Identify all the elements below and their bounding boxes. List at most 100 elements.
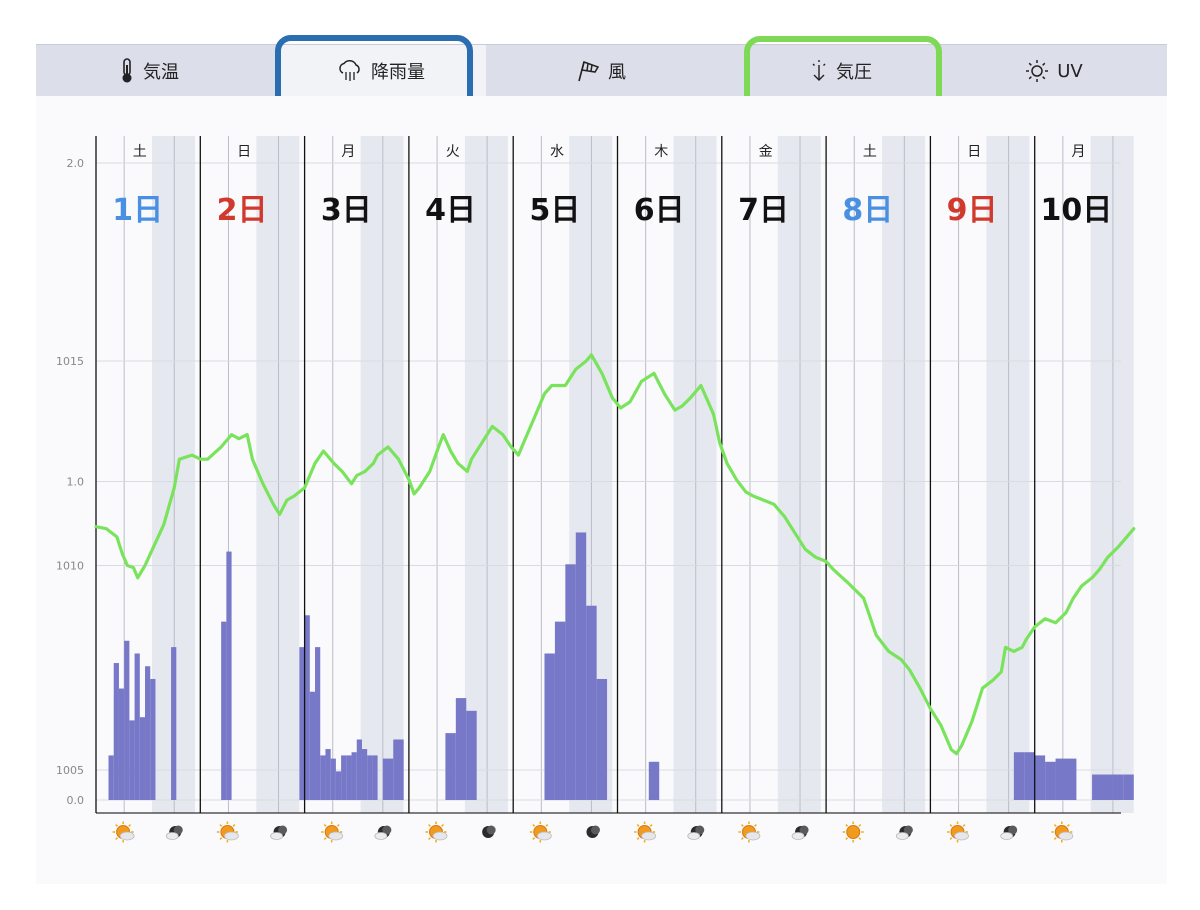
rain-bar	[596, 678, 608, 800]
weekday-label: 土	[863, 144, 877, 160]
night-band	[360, 136, 404, 813]
moon-cloud-icon	[374, 825, 392, 840]
date-label: 8日	[842, 193, 893, 228]
sun-cloud-icon	[425, 821, 448, 843]
sun-disc	[846, 825, 861, 839]
weekday-label: 木	[654, 144, 668, 160]
cloud-shape	[374, 832, 388, 840]
rain-bar	[1092, 774, 1103, 800]
moon-shade	[695, 825, 705, 835]
cloud-shape	[791, 832, 805, 840]
moon-cloud-icon	[687, 825, 705, 840]
date-label: 3日	[321, 193, 372, 228]
cloud-shape	[328, 831, 344, 841]
sun-ray	[636, 837, 640, 840]
tab-temperature[interactable]: 気温	[36, 45, 262, 97]
tab-uv[interactable]: UV	[941, 45, 1167, 97]
rain-bar	[1013, 752, 1025, 800]
rain-bar	[145, 666, 151, 800]
sun-ray	[532, 837, 536, 840]
moon-cloud-icon	[895, 825, 913, 840]
night-band	[256, 136, 300, 813]
night-band	[673, 136, 717, 813]
rain-bar	[648, 761, 660, 800]
rain-bar	[309, 691, 316, 800]
weekday-label: 日	[237, 144, 251, 160]
rain-bar	[586, 605, 597, 800]
sun-ray	[740, 824, 744, 827]
weekday-label: 水	[550, 144, 564, 160]
sun-ray	[649, 824, 653, 827]
date-label: 10日	[1041, 193, 1113, 228]
pressure-tick-label: 1015	[56, 355, 84, 368]
moon-shade	[590, 825, 600, 835]
cloud-shape	[270, 832, 283, 840]
cloud-shape	[745, 831, 761, 841]
rain-bar	[382, 758, 394, 800]
tab-rainfall[interactable]: 降雨量	[276, 45, 486, 97]
tab-pressure-label: 気圧	[836, 62, 872, 83]
weekday-label: 火	[446, 144, 460, 160]
rain-bar	[554, 621, 566, 800]
night-band	[464, 136, 508, 813]
rain-bar	[367, 755, 373, 800]
rain-bar	[320, 755, 326, 800]
moon-shade	[173, 825, 183, 835]
pressure-arrow-icon	[810, 59, 828, 83]
cloud-shape	[432, 831, 448, 841]
moon-cloud-icon	[1000, 825, 1018, 840]
rain-bar	[1045, 761, 1056, 800]
weekday-label: 日	[967, 144, 981, 160]
sun-ray	[1053, 824, 1057, 827]
sun-cloud-icon	[321, 821, 344, 843]
rain-bar	[1055, 758, 1066, 800]
sun-ray	[754, 824, 757, 827]
sun-ray	[428, 824, 431, 827]
rain-bar	[1112, 774, 1124, 800]
rain-bar	[1123, 774, 1134, 800]
sun-ray	[323, 824, 327, 827]
rain-bar	[393, 739, 404, 800]
weekday-label: 土	[133, 144, 147, 160]
date-label: 4日	[425, 193, 476, 228]
cloud-shape	[536, 831, 552, 841]
sun-ray	[219, 837, 223, 840]
tab-wind[interactable]: 風	[488, 45, 714, 97]
sun-cloud-icon	[738, 821, 761, 843]
rain-bar	[351, 752, 357, 800]
sun-icon	[842, 821, 864, 843]
rain-bar	[124, 640, 130, 800]
rain-bar	[315, 647, 321, 800]
sun-cloud-icon	[112, 821, 135, 843]
moon-shade	[486, 825, 496, 835]
sun-ray	[858, 824, 862, 827]
rain-bar	[221, 621, 227, 800]
weekday-label: 金	[759, 144, 773, 160]
sun-ray	[532, 824, 536, 827]
rain-bar	[565, 564, 576, 800]
moon-cloud-icon	[270, 825, 288, 840]
sun-ray	[949, 824, 953, 827]
pressure-rain-chart: 1015 1010 1005 2.0 1.0 0.0 土 1日 日 2日 月 3日 火 4日 水 5日 木 6日 金…	[56, 136, 1136, 843]
sun-ray	[740, 837, 744, 840]
sun-cloud-icon	[634, 821, 657, 843]
rain-bar	[1065, 758, 1077, 800]
rain-bar	[330, 758, 336, 800]
sun-icon	[1025, 59, 1049, 83]
sun-ray	[1066, 824, 1070, 827]
sun-cloud-icon	[216, 821, 239, 843]
rain-bar	[171, 647, 177, 800]
tab-bar: 気温 降雨量 風 気圧 UV	[36, 44, 1167, 97]
thermometer-icon	[119, 58, 135, 84]
tab-pressure[interactable]: 気圧	[728, 45, 954, 97]
pressure-line	[94, 353, 1136, 756]
date-label: 6日	[634, 193, 685, 228]
tab-wind-label: 風	[608, 62, 626, 83]
date-label: 2日	[217, 193, 268, 228]
sun-ray	[636, 824, 640, 827]
sun-ray	[962, 824, 966, 827]
cloud-shape	[895, 832, 909, 840]
rain-bar	[361, 749, 368, 800]
sun-ray	[232, 824, 236, 827]
sun-ray	[845, 824, 849, 827]
